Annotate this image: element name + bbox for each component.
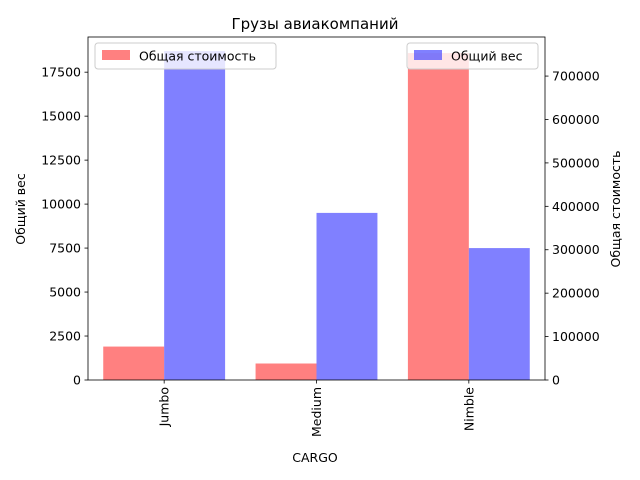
left-tick-label: 5000	[49, 285, 81, 300]
right-tick-label: 100000	[552, 329, 600, 344]
right-tick-label: 700000	[552, 69, 600, 84]
right-tick-label: 400000	[552, 199, 600, 214]
left-y-axis-title: Общий вес	[13, 173, 28, 245]
bar-weight-jumbo	[164, 51, 226, 380]
legend-layer: Общая стоимость Общий вес	[94, 42, 539, 70]
legend-cost: Общая стоимость	[94, 42, 277, 70]
left-tick-label: 7500	[49, 241, 81, 256]
left-tick-label: 15000	[41, 109, 81, 124]
left-tick-label: 2500	[49, 329, 81, 344]
legend-swatch	[414, 50, 442, 60]
x-tick-label-nimble: Nimble	[461, 387, 476, 431]
left-tick-label: 0	[73, 373, 81, 388]
right-tick-label: 600000	[552, 112, 600, 127]
legend-label: Общая стоимость	[139, 49, 256, 64]
right-tick-label: 500000	[552, 155, 600, 170]
x-tick-label-jumbo: Jumbo	[157, 387, 172, 427]
legend-swatch	[102, 50, 130, 60]
bar-cost-medium	[255, 363, 317, 380]
x-tick-label-medium: Medium	[309, 387, 324, 437]
bars-layer	[103, 51, 530, 381]
legend-weight: Общий вес	[406, 42, 539, 70]
bar-cost-nimble	[407, 53, 469, 381]
legend-frame	[406, 42, 539, 70]
chart-title: Грузы авиакомпаний	[232, 15, 399, 33]
bar-weight-medium	[316, 212, 378, 380]
left-tick-label: 12500	[41, 153, 81, 168]
bar-cost-jumbo	[103, 346, 165, 380]
right-tick-label: 0	[552, 373, 560, 388]
legend-label: Общий вес	[451, 49, 523, 64]
right-tick-label: 300000	[552, 242, 600, 257]
right-y-axis-title: Общая стоимость	[608, 151, 623, 268]
right-tick-label: 200000	[552, 286, 600, 301]
x-axis-title: CARGO	[292, 450, 338, 465]
left-tick-label: 10000	[41, 197, 81, 212]
left-tick-label: 17500	[41, 65, 81, 80]
axes-layer: 0 2500 5000 7500 10000 12500 15000 17500 0 100000…	[41, 36, 600, 437]
bar-weight-nimble	[468, 248, 530, 380]
legend-frame	[94, 42, 277, 70]
